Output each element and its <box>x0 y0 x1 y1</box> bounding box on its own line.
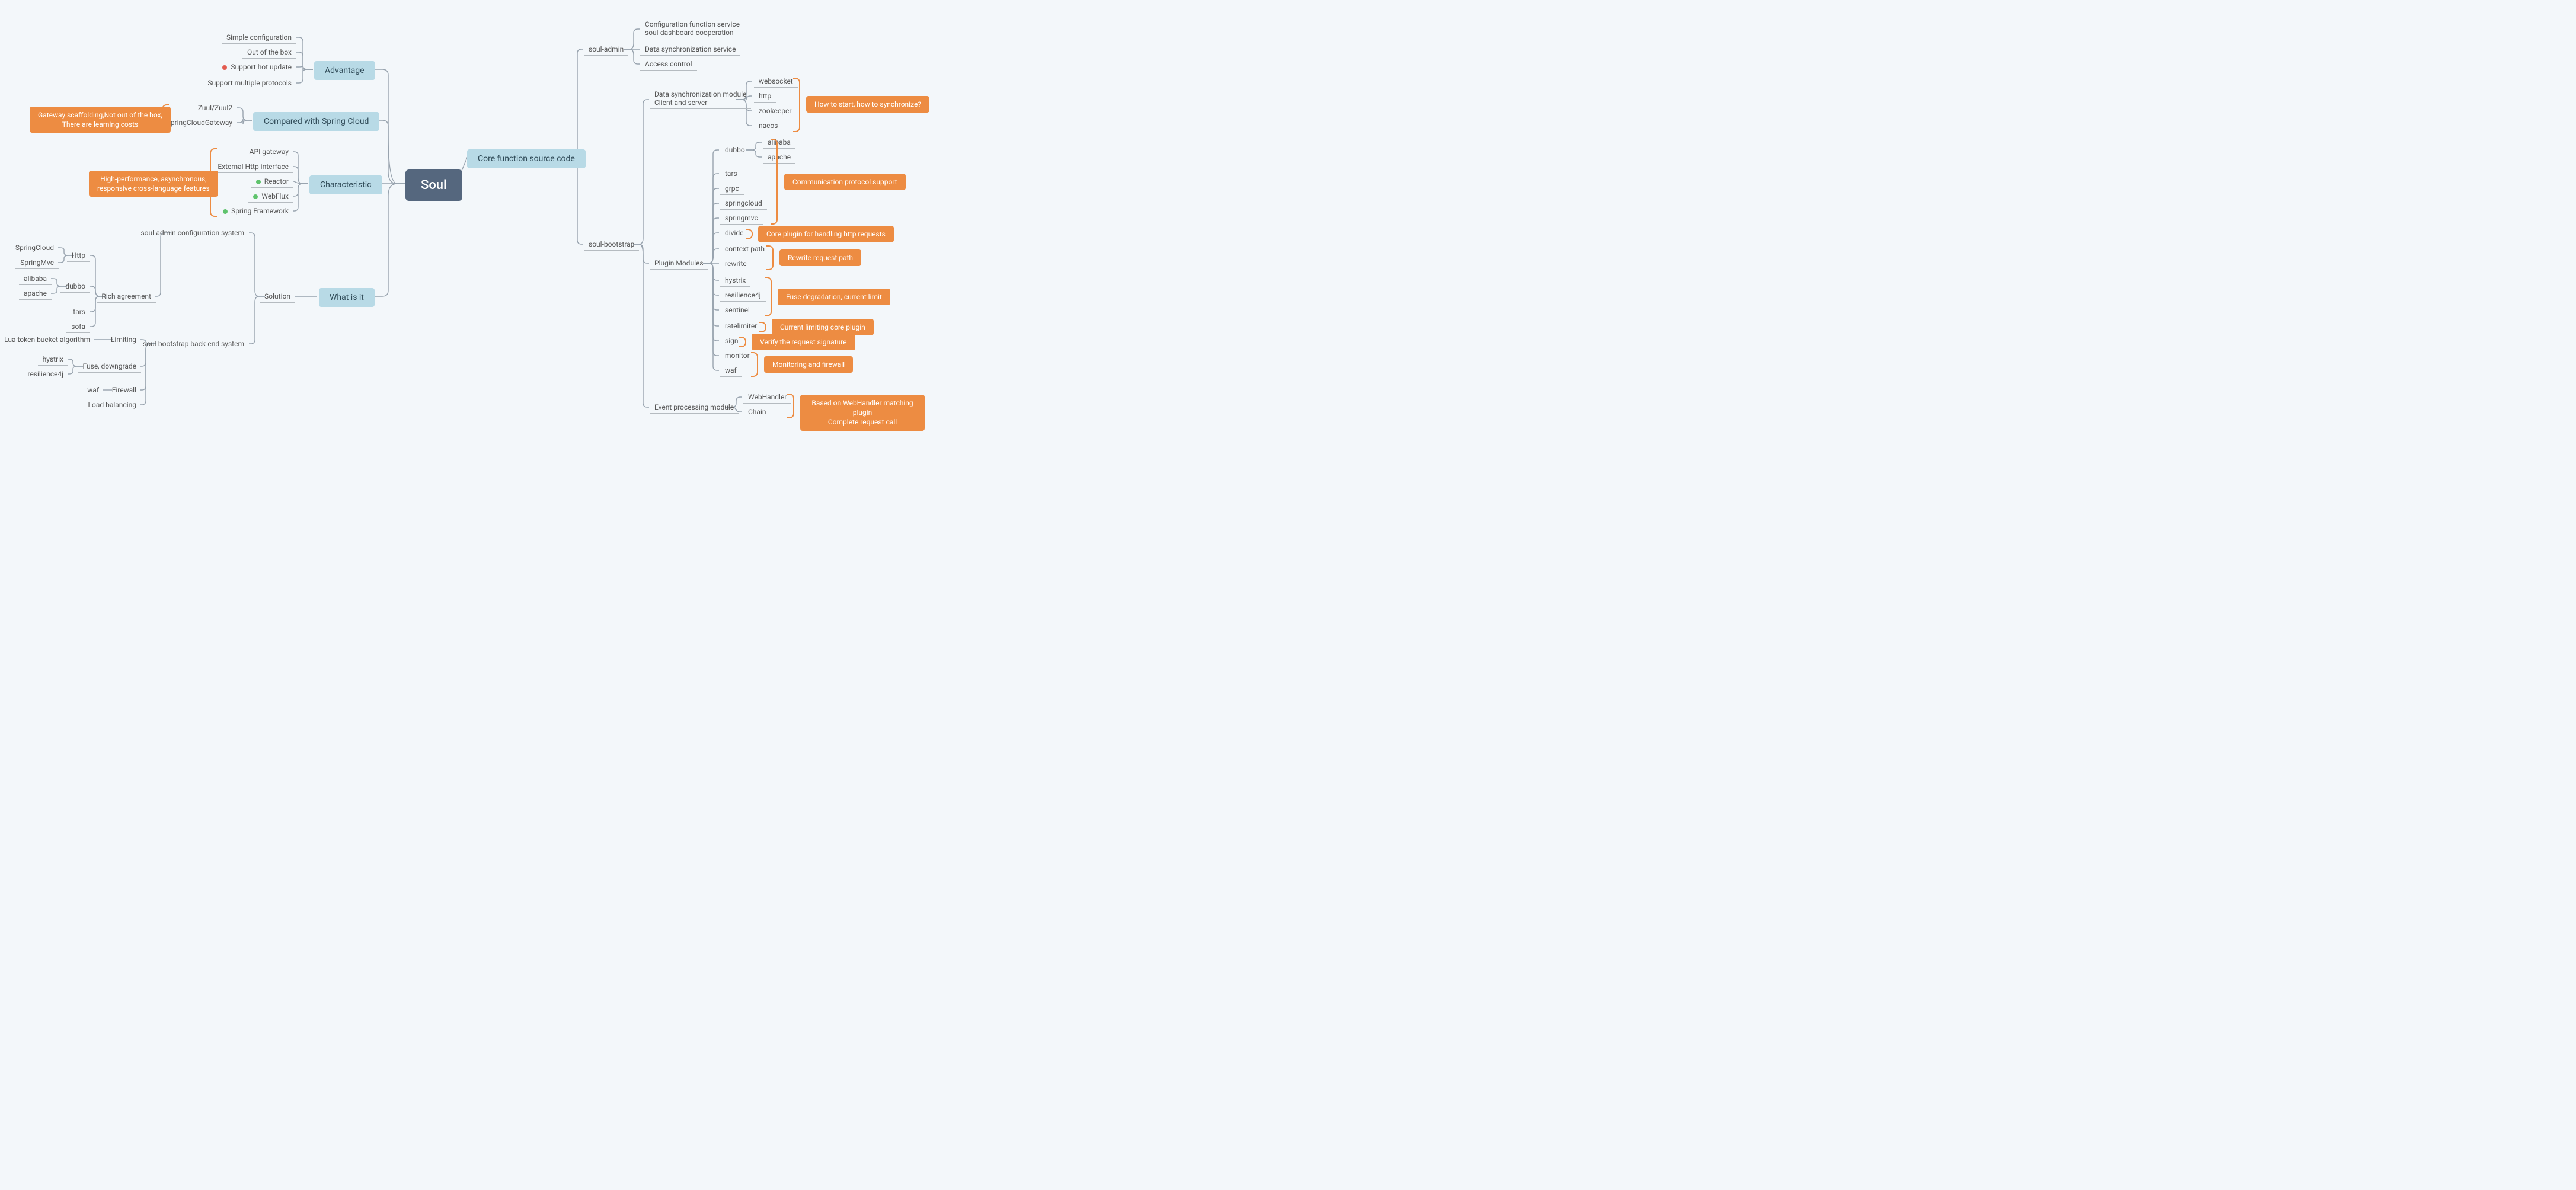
bracket-event <box>787 394 794 418</box>
leaf-plugin-springcloud[interactable]: springcloud <box>720 198 767 210</box>
mid-loadbal[interactable]: Load balancing <box>84 399 141 411</box>
leaf-hot-update-text: Support hot update <box>231 63 292 71</box>
leaf-chain[interactable]: Chain <box>743 407 771 418</box>
connector-layer <box>0 0 925 450</box>
leaf-springfw-text: Spring Framework <box>231 207 289 215</box>
mid-plugin[interactable]: Plugin Modules <box>650 258 708 270</box>
bracket-mon <box>751 352 758 377</box>
leaf-divide[interactable]: divide <box>720 228 749 239</box>
leaf-springcloud[interactable]: SpringCloud <box>11 242 59 254</box>
leaf-tars[interactable]: tars <box>68 306 90 318</box>
leaf-plugin-alibaba[interactable]: alibaba <box>763 137 795 149</box>
bracket-path <box>766 245 774 270</box>
mid-event[interactable]: Event processing module <box>650 402 739 414</box>
leaf-reactor-text: Reactor <box>264 177 289 185</box>
leaf-scg[interactable]: SpringCloudGateway <box>162 117 237 129</box>
leaf-resilience4j2[interactable]: resilience4j <box>720 290 766 302</box>
leaf-plugin-tars[interactable]: tars <box>720 168 742 180</box>
leaf-webflux-text: WebFlux <box>261 192 289 200</box>
bracket-proto <box>771 139 778 225</box>
tag-characteristic: High-performance, asynchronous, responsi… <box>89 171 218 197</box>
mid-rich[interactable]: Rich agreement <box>97 291 156 303</box>
dot-green-icon <box>223 209 228 214</box>
dot-red-icon <box>222 65 227 70</box>
leaf-apache[interactable]: apache <box>19 288 52 300</box>
tag-datasync: How to start, how to synchronize? <box>806 96 929 113</box>
branch-advantage[interactable]: Advantage <box>314 61 375 80</box>
tag-proto: Communication protocol support <box>784 174 906 190</box>
tag-fuse: Fuse degradation, current limit <box>778 289 890 305</box>
leaf-ext-http[interactable]: External Http interface <box>213 161 293 173</box>
leaf-admin-0[interactable]: Configuration function service soul-dash… <box>640 19 750 39</box>
mid-limiting[interactable]: Limiting <box>106 334 141 346</box>
mid-datasync[interactable]: Data synchronization module Client and s… <box>650 89 751 109</box>
mindmap-canvas: Soul Advantage Simple configuration Out … <box>0 0 925 450</box>
bracket-datasync <box>793 78 800 132</box>
branch-compared[interactable]: Compared with Spring Cloud <box>253 112 379 131</box>
leaf-contextpath[interactable]: context-path <box>720 244 769 255</box>
mid-fuse[interactable]: Fuse, downgrade <box>78 361 142 373</box>
leaf-webhandler[interactable]: WebHandler <box>743 392 791 404</box>
branch-whatisit[interactable]: What is it <box>319 288 375 307</box>
leaf-plugin-grpc[interactable]: grpc <box>720 183 744 195</box>
tag-rate: Current limiting core plugin <box>772 319 874 335</box>
leaf-sofa[interactable]: sofa <box>66 321 90 333</box>
branch-characteristic[interactable]: Characteristic <box>309 175 382 194</box>
leaf-alibaba[interactable]: alibaba <box>19 273 52 285</box>
leaf-springmvc[interactable]: SpringMvc <box>15 257 59 269</box>
leaf-zookeeper[interactable]: zookeeper <box>754 105 796 117</box>
leaf-monitor[interactable]: monitor <box>720 350 755 362</box>
bracket-fuse <box>765 277 772 316</box>
tag-compared: Gateway scaffolding,Not out of the box, … <box>30 107 171 133</box>
leaf-resilience4j[interactable]: resilience4j <box>23 369 68 380</box>
leaf-ratelimiter[interactable]: ratelimiter <box>720 321 762 332</box>
leaf-out-of-box[interactable]: Out of the box <box>242 47 296 59</box>
leaf-waf[interactable]: waf <box>82 385 104 396</box>
mid-solution[interactable]: Solution <box>260 291 295 303</box>
dot-green-icon <box>256 180 261 184</box>
leaf-multi-proto[interactable]: Support multiple protocols <box>203 78 296 89</box>
tag-mon: Monitoring and firewall <box>764 356 853 373</box>
leaf-simple-config[interactable]: Simple configuration <box>222 32 296 44</box>
leaf-admin-2[interactable]: Access control <box>640 59 697 71</box>
tag-divide: Core plugin for handling http requests <box>758 226 894 242</box>
root-node[interactable]: Soul <box>405 169 462 201</box>
leaf-springfw[interactable]: Spring Framework <box>218 206 293 217</box>
mid-bootstrap[interactable]: soul-bootstrap back-end system <box>138 338 249 350</box>
mid-souladmin[interactable]: soul-admin <box>584 44 628 56</box>
leaf-plugin-springmvc[interactable]: springmvc <box>720 213 763 225</box>
tag-path: Rewrite request path <box>779 249 861 266</box>
leaf-webflux[interactable]: WebFlux <box>248 191 293 203</box>
dot-green-icon <box>253 194 258 199</box>
mid-http[interactable]: Http <box>67 250 90 262</box>
leaf-plugin-apache[interactable]: apache <box>763 152 795 164</box>
mid-firewall[interactable]: Firewall <box>107 385 141 396</box>
leaf-waf2[interactable]: waf <box>720 365 742 377</box>
leaf-plugin-dubbo[interactable]: dubbo <box>720 145 750 156</box>
leaf-nacos[interactable]: nacos <box>754 120 782 132</box>
leaf-reactor[interactable]: Reactor <box>251 176 293 188</box>
mid-soulbootstrap[interactable]: soul-bootstrap <box>584 239 639 251</box>
mid-dubbo[interactable]: dubbo <box>60 281 90 293</box>
leaf-http[interactable]: http <box>754 91 776 103</box>
leaf-zuul[interactable]: Zuul/Zuul2 <box>193 103 237 114</box>
leaf-websocket[interactable]: websocket <box>754 76 798 88</box>
leaf-rewrite[interactable]: rewrite <box>720 258 752 270</box>
leaf-lua[interactable]: Lua token bucket algorithm <box>0 334 95 346</box>
leaf-hystrix[interactable]: hystrix <box>38 354 68 366</box>
leaf-admin-1[interactable]: Data synchronization service <box>640 44 740 56</box>
tag-sign: Verify the request signature <box>752 334 855 350</box>
leaf-api-gateway[interactable]: API gateway <box>245 146 293 158</box>
tag-event: Based on WebHandler matching plugin Comp… <box>800 395 925 431</box>
leaf-hot-update[interactable]: Support hot update <box>218 62 296 73</box>
leaf-sentinel[interactable]: sentinel <box>720 305 755 316</box>
leaf-hystrix2[interactable]: hystrix <box>720 275 750 287</box>
mid-admin[interactable]: soul-admin configuration system <box>136 228 249 239</box>
branch-core[interactable]: Core function source code <box>467 149 586 168</box>
